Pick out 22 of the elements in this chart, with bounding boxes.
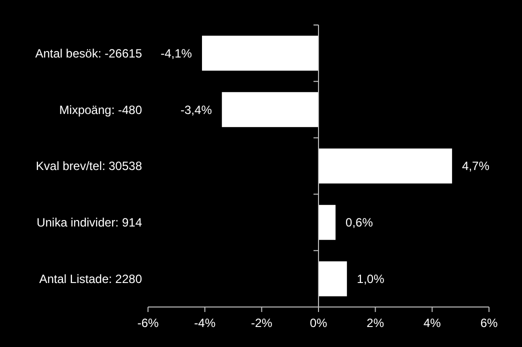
data-label: 4,7% (462, 159, 490, 174)
bar (318, 204, 336, 240)
bar (202, 36, 318, 71)
x-tick-label: 6% (480, 316, 498, 330)
x-tick-label: -4% (194, 316, 216, 330)
x-tick-label: -6% (137, 316, 159, 330)
data-label: 1,0% (356, 272, 385, 286)
y-tick-label: Mixpoäng: -480 (59, 102, 142, 117)
data-label: 0,6% (346, 216, 374, 230)
y-tick-label: Antal besök: -26615 (35, 46, 142, 60)
x-tick-label: 4% (423, 316, 442, 330)
y-tick-label: Antal Listade: 2280 (39, 272, 142, 286)
bar (318, 148, 452, 184)
bar (318, 261, 347, 296)
x-tick-label: -2% (250, 316, 273, 330)
y-tick-label: Unika individer: 914 (36, 216, 142, 230)
data-label: -3,4% (180, 102, 212, 117)
data-label: -4,1% (160, 46, 192, 60)
x-tick-label: 2% (366, 316, 384, 330)
bar (222, 92, 318, 128)
x-tick-label: 0% (310, 316, 328, 330)
y-tick-label: Kval brev/tel: 30538 (36, 159, 142, 174)
